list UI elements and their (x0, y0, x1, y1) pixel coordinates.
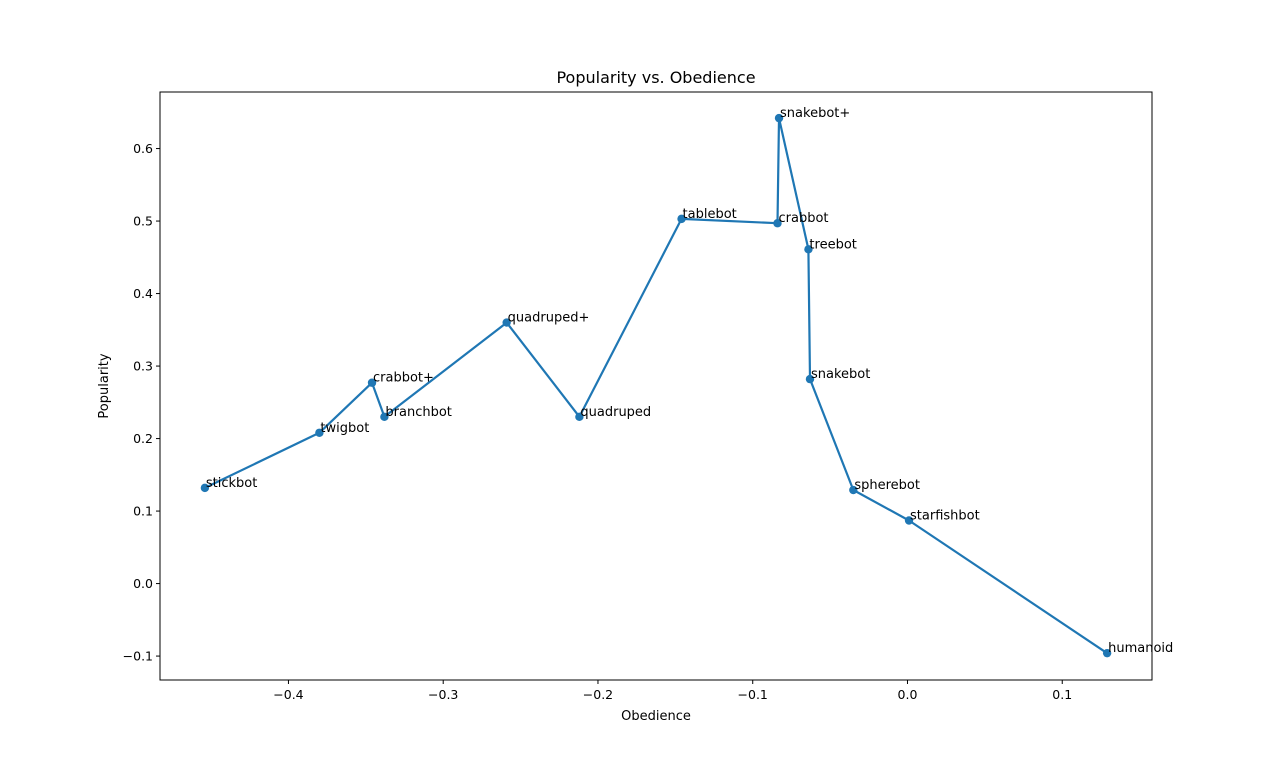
y-axis-label: Popularity (97, 353, 112, 418)
y-tick-label: 0.6 (133, 141, 153, 156)
y-tick-label: 0.2 (133, 431, 153, 446)
data-point (849, 485, 858, 495)
data-point (502, 318, 511, 327)
data-label: quadruped+ (508, 311, 590, 326)
data-point (805, 374, 815, 384)
data-point (1102, 648, 1112, 658)
data-series (200, 113, 1112, 658)
data-label: stickbot (206, 476, 257, 491)
data-point (804, 245, 813, 254)
x-tick-label: −0.4 (273, 687, 303, 702)
data-point (774, 113, 784, 123)
data-point (773, 219, 782, 228)
x-tick-label: 0.0 (898, 687, 918, 702)
x-tick-label: 0.1 (1052, 687, 1072, 702)
x-tick-label: −0.3 (428, 687, 458, 702)
data-label: snakebot+ (780, 106, 850, 121)
data-label: treebot (809, 237, 856, 252)
data-point (575, 412, 584, 422)
data-point (315, 428, 324, 437)
x-axis: −0.4 −0.3 −0.2 −0.1 0.0 0.1 (273, 680, 1072, 702)
data-label: quadruped (580, 405, 651, 420)
y-axis: −0.1 0.0 0.1 0.2 0.3 0.4 0.5 0.6 (123, 141, 160, 664)
data-label: humanoid (1108, 641, 1173, 656)
y-tick-label: 0.4 (133, 286, 153, 301)
data-label: crabbot+ (373, 371, 434, 386)
y-tick-label: 0.0 (133, 576, 153, 591)
point-labels: stickbot twigbot crabbot+ branchbot quadrupe… (206, 106, 1173, 656)
y-tick-label: 0.3 (133, 359, 153, 374)
data-point (677, 214, 686, 224)
data-label: snakebot (811, 367, 870, 382)
data-label: branchbot (385, 405, 452, 420)
x-tick-label: −0.2 (583, 687, 613, 702)
plot-frame (159, 91, 1153, 681)
data-label: spherebot (854, 478, 920, 493)
data-point (904, 516, 914, 525)
x-tick-label: −0.1 (738, 687, 768, 702)
data-point (380, 412, 389, 422)
data-label: twigbot (320, 421, 369, 436)
data-point (367, 378, 377, 387)
series-line (204, 116, 1108, 655)
y-tick-label: 0.1 (133, 504, 153, 519)
data-label: crabbot (778, 211, 828, 226)
chart-title: Popularity vs. Obedience (556, 68, 755, 87)
data-point (200, 483, 210, 493)
x-axis-label: Obedience (621, 709, 691, 724)
data-label: tablebot (683, 207, 737, 222)
y-tick-label: −0.1 (123, 649, 153, 664)
y-tick-label: 0.5 (133, 214, 153, 229)
data-label: starfishbot (910, 508, 980, 523)
